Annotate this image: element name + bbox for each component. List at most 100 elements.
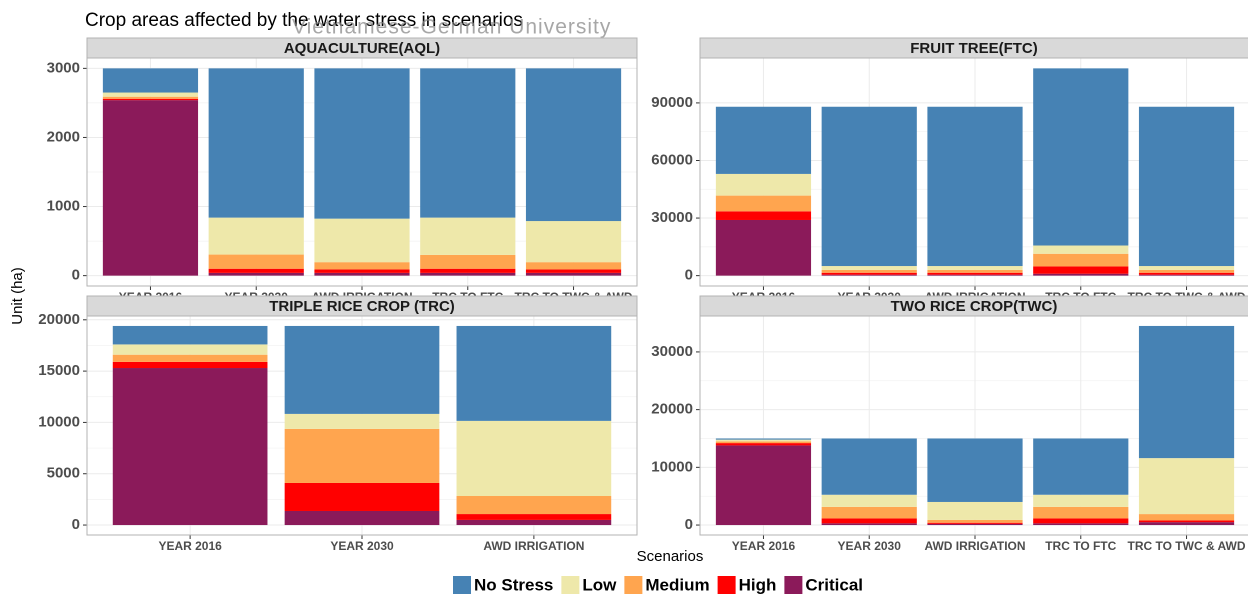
bar-segment: [284, 482, 440, 511]
strip: [86, 37, 638, 59]
bar-segment: [927, 272, 1023, 275]
bar-segment: [927, 266, 1023, 270]
bar-segment: [715, 219, 812, 276]
legend-swatch: [784, 576, 803, 594]
y-tick-label: 2000: [47, 128, 80, 145]
legend-swatch: [624, 576, 643, 594]
strip-title: TRIPLE RICE CROP (TRC): [269, 298, 455, 315]
y-tick-label: 5000: [47, 465, 80, 482]
bar-segment: [1138, 520, 1235, 523]
bar-segment: [1033, 494, 1129, 507]
bar-segment: [927, 269, 1023, 273]
bar-segment: [715, 439, 812, 442]
bar-segment: [314, 262, 410, 270]
bar-segment: [1033, 68, 1129, 246]
bar-segment: [821, 266, 917, 270]
bar-segment: [208, 68, 304, 218]
bar-segment: [208, 268, 304, 273]
bar-segment: [525, 68, 622, 222]
bar-segment: [525, 272, 622, 276]
x-tick-label: AWD IRRIGATION: [483, 539, 584, 553]
y-tick-label: 15000: [38, 362, 80, 379]
bar-segment: [284, 428, 440, 483]
bar-segment: [112, 361, 268, 369]
bar-segment: [284, 413, 440, 429]
bar-segment: [314, 269, 410, 273]
y-tick-label: 0: [685, 267, 693, 284]
bar-segment: [821, 272, 917, 275]
bar-segment: [927, 274, 1023, 276]
strip: [86, 295, 638, 317]
strip: [699, 295, 1248, 317]
bar-segment: [112, 344, 268, 355]
bar-segment: [102, 96, 199, 99]
bar-segment: [821, 518, 917, 524]
legend-swatch: [453, 576, 471, 594]
bar-segment: [715, 438, 812, 440]
bar-segment: [102, 92, 199, 97]
y-tick-label: 10000: [38, 413, 80, 430]
bar-segment: [821, 106, 917, 267]
bar-segment: [715, 445, 812, 526]
bar-segment: [715, 106, 812, 174]
bar-segment: [927, 522, 1023, 524]
bar-segment: [314, 272, 410, 276]
y-tick-label: 30000: [651, 343, 693, 360]
bar-segment: [112, 368, 268, 526]
bar-segment: [927, 106, 1023, 267]
bar-segment: [1033, 273, 1129, 276]
legend-label: Low: [582, 575, 617, 594]
bar-segment: [420, 68, 516, 218]
bar-segment: [102, 98, 199, 101]
strip: [699, 37, 1248, 59]
bar-segment: [927, 519, 1023, 523]
bar-segment: [1138, 522, 1235, 526]
bar-segment: [208, 217, 304, 255]
bar-segment: [821, 269, 917, 273]
bar-segment: [420, 254, 516, 269]
legend-swatch: [717, 576, 736, 594]
x-tick-label: YEAR 2030: [330, 539, 394, 553]
bar-segment: [927, 501, 1023, 520]
y-tick-label: 10000: [651, 458, 693, 475]
bar-segment: [1138, 274, 1235, 276]
bar-segment: [821, 274, 917, 276]
bar-segment: [102, 100, 199, 276]
y-tick-label: 0: [72, 267, 80, 284]
bar-segment: [1138, 514, 1235, 521]
y-tick-label: 90000: [651, 94, 693, 111]
bar-segment: [102, 68, 199, 93]
x-tick-label: TRC TO FTC: [1045, 539, 1116, 553]
y-tick-label: 0: [685, 516, 693, 533]
bar-segment: [715, 443, 812, 446]
bar-segment: [821, 494, 917, 507]
y-tick-label: 60000: [651, 151, 693, 168]
bar-segment: [420, 268, 516, 273]
bar-segment: [456, 519, 612, 526]
bar-segment: [715, 441, 812, 444]
bar-segment: [456, 496, 612, 515]
bar-segment: [1138, 269, 1235, 273]
bar-segment: [456, 325, 612, 421]
x-tick-label: YEAR 2016: [158, 539, 222, 553]
bar-segment: [420, 217, 516, 255]
bar-segment: [525, 269, 622, 273]
bar-segment: [1033, 506, 1129, 519]
bar-segment: [420, 272, 516, 276]
bar-segment: [314, 218, 410, 263]
bar-segment: [715, 195, 812, 212]
x-tick-label: YEAR 2016: [732, 539, 796, 553]
y-tick-label: 20000: [38, 311, 80, 328]
bar-segment: [1138, 106, 1235, 267]
x-tick-label: YEAR 2030: [838, 539, 902, 553]
y-tick-label: 20000: [651, 401, 693, 418]
bar-segment: [1033, 266, 1129, 274]
bar-segment: [1033, 253, 1129, 267]
bar-segment: [525, 262, 622, 270]
bar-segment: [927, 523, 1023, 526]
x-axis-label: Scenarios: [637, 548, 704, 565]
bar-segment: [1138, 266, 1235, 270]
bar-segment: [284, 325, 440, 414]
bar-segment: [208, 272, 304, 276]
